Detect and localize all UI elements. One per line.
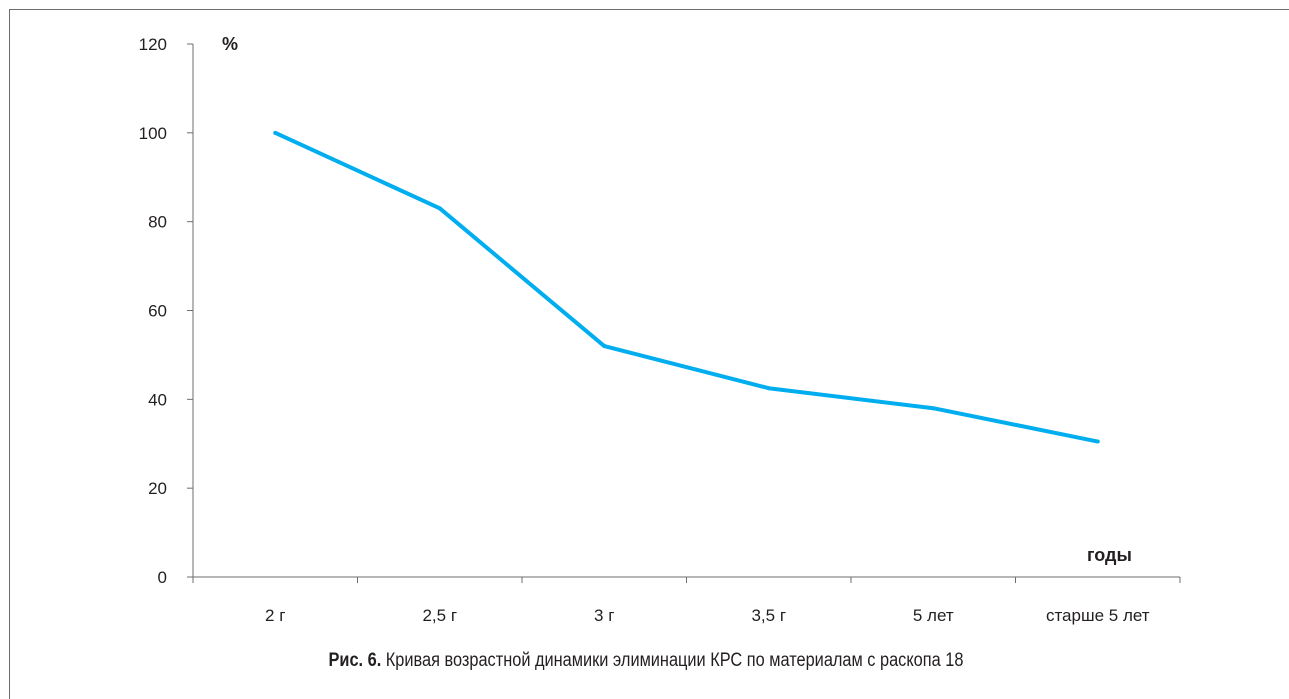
figure-caption-text: Кривая возрастной динамики элиминации КР… xyxy=(381,650,964,671)
y-tick-label: 100 xyxy=(139,124,167,143)
data-point xyxy=(437,206,442,211)
y-tick-label: 60 xyxy=(148,302,167,321)
y-ticks: 0 20 40 60 80 100 120 xyxy=(139,35,193,587)
axes xyxy=(192,44,1180,578)
figure-caption-label: Рис. 6. xyxy=(328,650,382,671)
data-point xyxy=(766,386,771,391)
figure-frame xyxy=(9,9,1289,699)
data-point xyxy=(273,130,278,135)
data-point xyxy=(931,406,936,411)
data-point xyxy=(1095,439,1100,444)
x-tick-label: 5 лет xyxy=(913,606,954,625)
y-tick-label: 40 xyxy=(148,390,167,409)
y-tick-label: 80 xyxy=(148,213,167,232)
y-tick-label: 120 xyxy=(139,35,167,54)
series-line xyxy=(274,131,1099,444)
series xyxy=(273,130,1100,444)
y-axis-title: % xyxy=(222,34,238,54)
x-tick-label: 3 г xyxy=(594,606,614,625)
y-tick-label: 0 xyxy=(158,568,167,587)
x-tick-label: 2 г xyxy=(265,606,285,625)
figure-caption: Рис. 6. Кривая возрастной динамики элими… xyxy=(92,650,1201,672)
x-axis-title: годы xyxy=(1087,545,1132,565)
x-tick-label: 3,5 г xyxy=(751,606,786,625)
x-tick-label: 2,5 г xyxy=(422,606,457,625)
data-point xyxy=(602,344,607,349)
y-tick-label: 20 xyxy=(148,479,167,498)
x-tick-label: старше 5 лет xyxy=(1046,606,1150,625)
x-ticks: 2 г 2,5 г 3 г 3,5 г 5 лет старше 5 лет xyxy=(192,577,1181,625)
